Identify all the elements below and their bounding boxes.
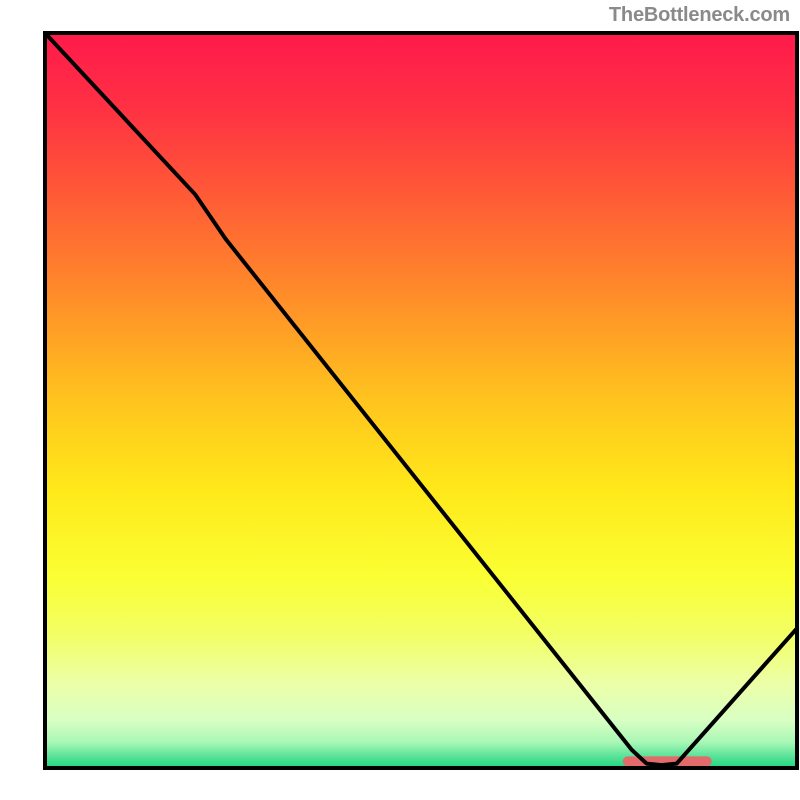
bottleneck-chart xyxy=(0,0,800,800)
attribution-text: TheBottleneck.com xyxy=(609,4,790,27)
plot-background xyxy=(45,33,797,768)
